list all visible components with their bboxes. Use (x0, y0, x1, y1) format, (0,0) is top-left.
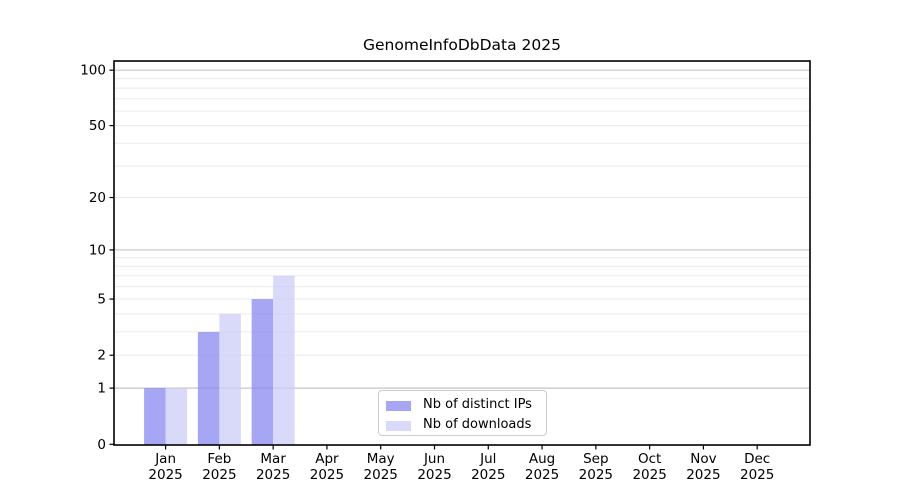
x-tick-label-month: Sep (583, 451, 608, 467)
y-tick-label: 5 (97, 292, 106, 308)
y-tick-label: 100 (80, 63, 106, 79)
legend-label-downloads: Nb of downloads (423, 417, 532, 432)
x-tick-label-year: 2025 (632, 467, 666, 483)
legend-label-distinct-ips: Nb of distinct IPs (423, 397, 532, 412)
x-tick-label-year: 2025 (310, 467, 344, 483)
y-tick-label: 10 (89, 242, 106, 258)
bar-distinct-ips-jan (144, 388, 166, 445)
x-tick-label-year: 2025 (471, 467, 505, 483)
x-tick-label-month: Aug (529, 451, 555, 467)
x-tick-label-year: 2025 (525, 467, 559, 483)
x-tick-label-year: 2025 (256, 467, 290, 483)
x-tick-label-month: May (367, 451, 395, 467)
x-tick-label-month: Apr (315, 451, 339, 467)
x-tick-label-year: 2025 (202, 467, 236, 483)
plot-border (113, 60, 811, 446)
bar-distinct-ips-mar (251, 299, 274, 445)
x-tick-label-month: Oct (638, 451, 661, 467)
x-tick-label-month: Jan (154, 451, 176, 467)
y-tick-label: 2 (97, 348, 106, 364)
legend-item-downloads: Nb of downloads (379, 416, 546, 436)
x-tick-label-year: 2025 (417, 467, 451, 483)
legend: Nb of distinct IPs Nb of downloads (378, 390, 547, 436)
x-tick-label-year: 2025 (364, 467, 398, 483)
chart-title: GenomeInfoDbData 2025 (363, 36, 561, 54)
x-tick-label-month: Nov (690, 451, 716, 467)
bar-downloads-mar (273, 275, 295, 445)
x-tick-label-year: 2025 (686, 467, 720, 483)
x-tick-label-year: 2025 (740, 467, 774, 483)
bar-distinct-ips-feb (197, 331, 220, 445)
bar-downloads-jan (165, 388, 188, 445)
y-tick-label: 50 (89, 118, 106, 134)
x-tick-label-month: Jun (423, 451, 445, 467)
legend-swatch-distinct-ips (386, 401, 411, 411)
x-tick-label-year: 2025 (579, 467, 613, 483)
y-tick-label: 0 (97, 437, 106, 453)
x-tick-label-month: Feb (207, 451, 231, 467)
bar-downloads-feb (219, 313, 241, 445)
legend-item-distinct-ips: Nb of distinct IPs (379, 396, 546, 416)
y-tick-label: 20 (89, 190, 106, 206)
y-tick-label: 1 (97, 381, 106, 397)
x-tick-label-month: Dec (744, 451, 770, 467)
legend-swatch-downloads (386, 421, 411, 431)
x-tick-label-month: Jul (479, 451, 496, 467)
x-tick-label-month: Mar (260, 451, 286, 467)
x-tick-label-year: 2025 (148, 467, 182, 483)
